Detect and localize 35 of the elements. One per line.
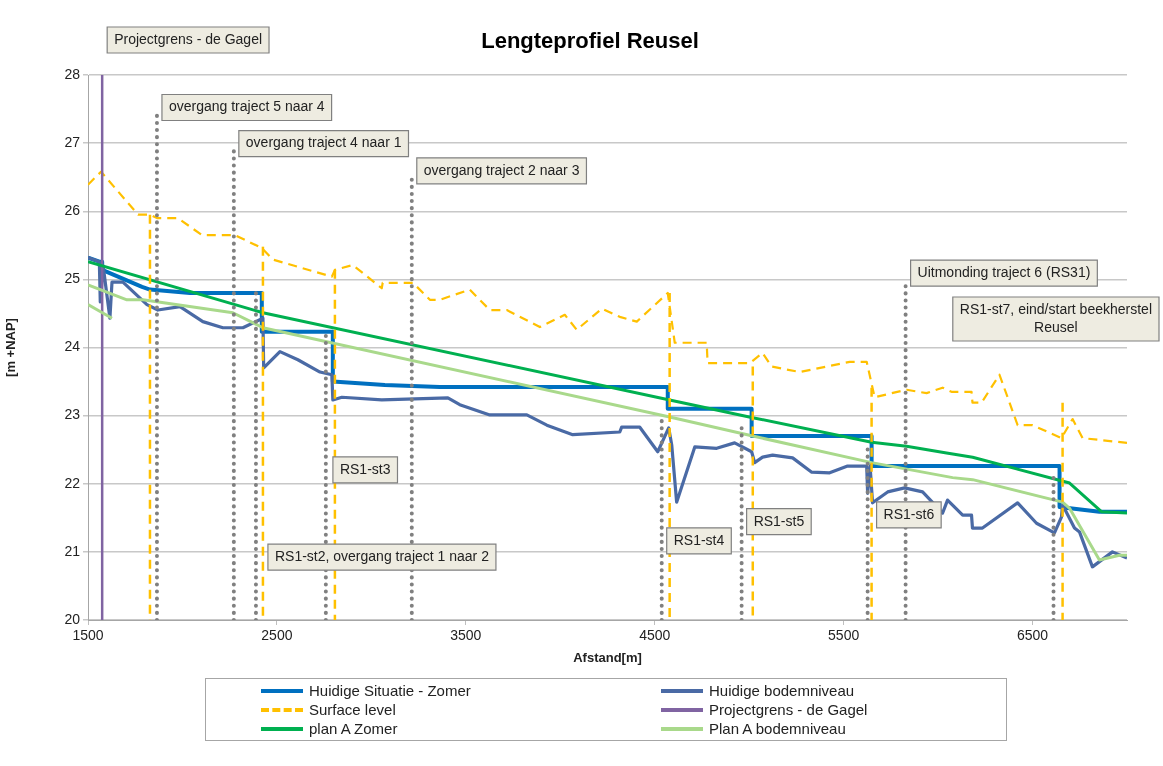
y-tick-label: 22 — [64, 474, 81, 491]
y-tick-label: 21 — [64, 542, 81, 559]
x-axis-title: Afstand[m] — [573, 649, 642, 665]
x-tick-label: 4500 — [639, 627, 671, 644]
x-tick-label: 1500 — [72, 627, 104, 644]
y-axis-title: [m +NAP] — [3, 318, 19, 377]
y-tick-label: 20 — [64, 610, 81, 627]
legend-label: Projectgrens - de Gagel — [709, 701, 868, 718]
annotation: RS1-st7, eind/start beekherstel Reusel — [959, 300, 1153, 335]
legend-label: plan A Zomer — [309, 720, 398, 737]
legend-label: Huidige bodemniveau — [709, 682, 855, 699]
chart-title: Lengteprofiel Reusel — [481, 28, 699, 54]
y-tick-label: 25 — [64, 270, 81, 287]
legend-label: Surface level — [309, 701, 396, 718]
annotation: Projectgrens - de Gagel — [114, 30, 263, 47]
annotation: RS1-st4 — [673, 531, 725, 548]
legend-label: Plan A bodemniveau — [709, 720, 846, 737]
y-tick-label: 24 — [64, 338, 81, 355]
legend-label: Huidige Situatie - Zomer — [309, 682, 471, 699]
x-tick-label: 3500 — [450, 627, 482, 644]
annotation: overgang traject 5 naar 4 — [168, 98, 325, 115]
x-tick-label: 6500 — [1016, 627, 1049, 644]
x-tick-label: 2500 — [261, 627, 293, 644]
annotation: Uitmonding traject 6 (RS31) — [917, 263, 1091, 280]
annotation: RS1-st3 — [339, 460, 391, 477]
annotation: RS1-st2, overgang traject 1 naar 2 — [274, 548, 490, 564]
y-tick-label: 26 — [64, 202, 81, 219]
y-tick-label: 28 — [64, 65, 81, 82]
annotation: overgang traject 4 naar 1 — [245, 134, 402, 151]
annotation: RS1-st6 — [883, 505, 935, 522]
y-tick-label: 27 — [64, 133, 81, 150]
x-tick-label: 5500 — [828, 627, 860, 644]
annotation: RS1-st5 — [753, 512, 805, 529]
annotation: overgang traject 2 naar 3 — [423, 161, 580, 178]
y-tick-label: 23 — [64, 406, 81, 423]
